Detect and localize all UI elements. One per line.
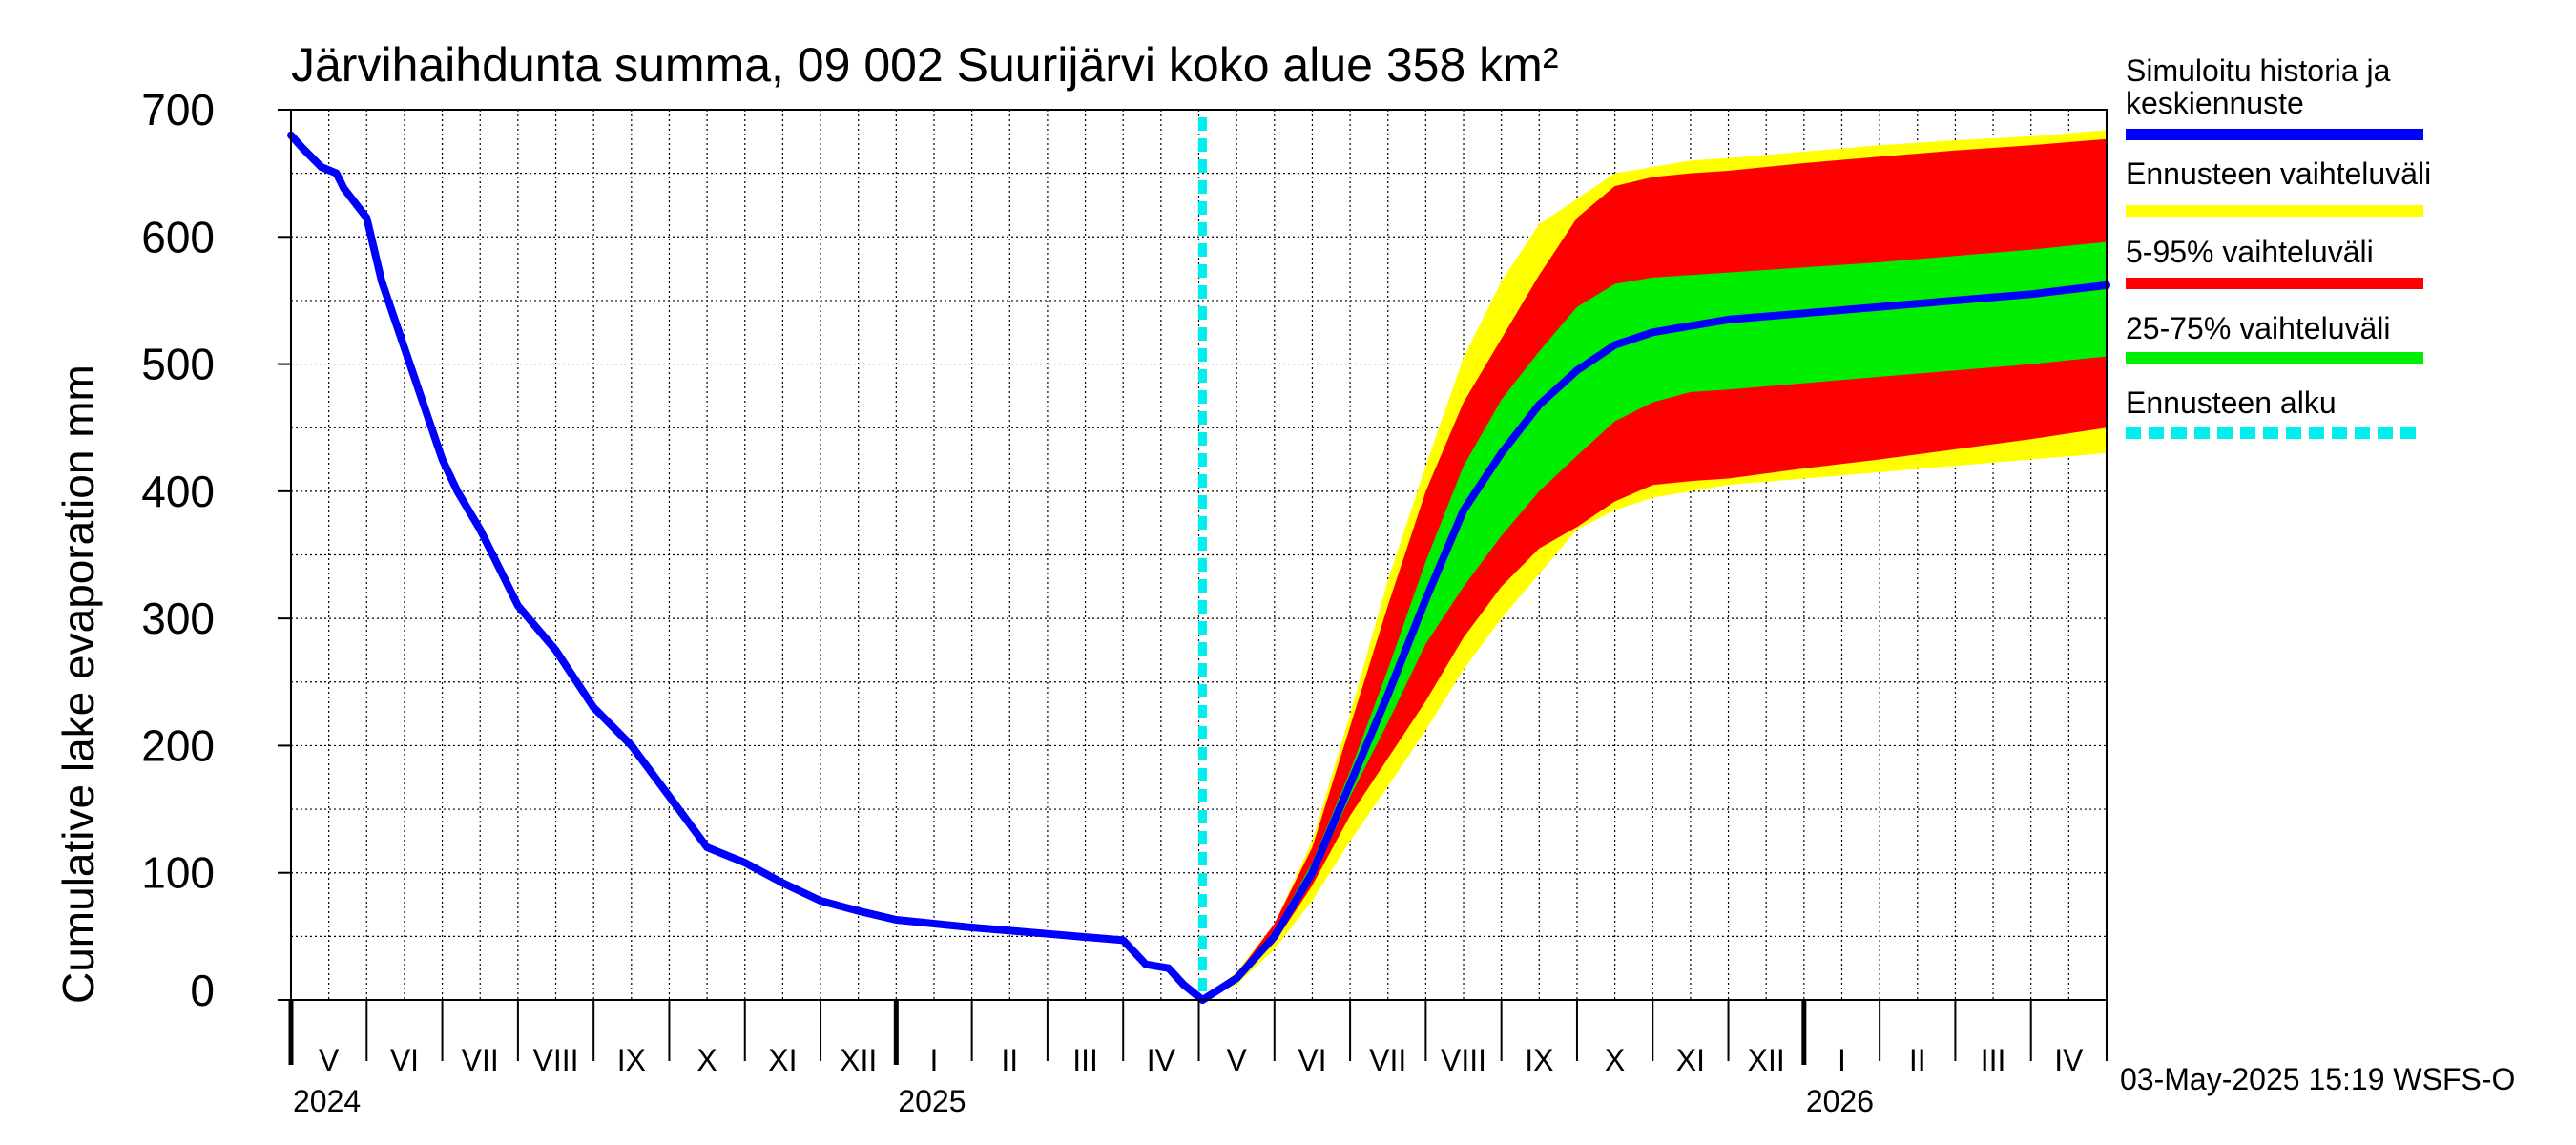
legend-label: 25-75% vaihteluväli [2126, 311, 2391, 345]
x-month-label: II [1001, 1043, 1018, 1077]
x-month-label: I [930, 1043, 939, 1077]
x-month-label: VI [390, 1043, 419, 1077]
x-month-label: IX [1525, 1043, 1553, 1077]
x-month-label: V [319, 1043, 340, 1077]
x-month-label: I [1838, 1043, 1846, 1077]
forecast-bands [1202, 130, 2107, 1001]
y-tick-label: 700 [141, 85, 215, 135]
band-25-75% vaihteluväli [1202, 241, 2107, 1001]
x-year-label: 2026 [1806, 1084, 1874, 1118]
y-tick-label: 600 [141, 212, 215, 261]
legend-label: 5-95% vaihteluväli [2126, 235, 2374, 269]
legend-label: Ennusteen vaihteluväli [2126, 156, 2431, 191]
y-tick-label: 0 [190, 966, 215, 1015]
chart-title: Järvihaihdunta summa, 09 002 Suurijärvi … [291, 38, 1558, 92]
x-year-label: 2025 [898, 1084, 966, 1118]
y-tick-label: 100 [141, 848, 215, 898]
x-month-label: VI [1298, 1043, 1326, 1077]
x-month-label: IV [2054, 1043, 2084, 1077]
x-month-label: VII [462, 1043, 499, 1077]
legend-label: Ennusteen alku [2126, 385, 2337, 420]
x-month-label: IV [1147, 1043, 1176, 1077]
x-month-label: IX [617, 1043, 646, 1077]
y-tick-label: 200 [141, 720, 215, 770]
legend-label: Simuloitu historia ja [2126, 53, 2391, 88]
x-month-label: X [1605, 1043, 1625, 1077]
footer-timestamp: 03-May-2025 15:19 WSFS-O [2120, 1062, 2515, 1096]
x-month-label: III [1981, 1043, 2006, 1077]
y-tick-label: 400 [141, 467, 215, 516]
x-month-label: VII [1369, 1043, 1406, 1077]
x-month-label: XII [1748, 1043, 1785, 1077]
history-line [287, 131, 1207, 1004]
legend-label: keskiennuste [2126, 86, 2304, 120]
x-month-label: XI [768, 1043, 797, 1077]
y-axis-label: Cumulative lake evaporation mm [53, 364, 103, 1004]
x-month-label: XII [840, 1043, 877, 1077]
x-year-label: 2024 [293, 1084, 361, 1118]
x-month-label: III [1072, 1043, 1098, 1077]
x-month-label: X [696, 1043, 717, 1077]
median-line [1198, 281, 2110, 1004]
x-month-label: V [1226, 1043, 1247, 1077]
x-month-label: VIII [533, 1043, 579, 1077]
x-month-label: II [1909, 1043, 1926, 1077]
x-month-label: VIII [1441, 1043, 1486, 1077]
y-tick-label: 500 [141, 340, 215, 389]
y-tick-label: 300 [141, 593, 215, 643]
series-lines [287, 117, 2110, 1004]
x-month-label: XI [1676, 1043, 1705, 1077]
